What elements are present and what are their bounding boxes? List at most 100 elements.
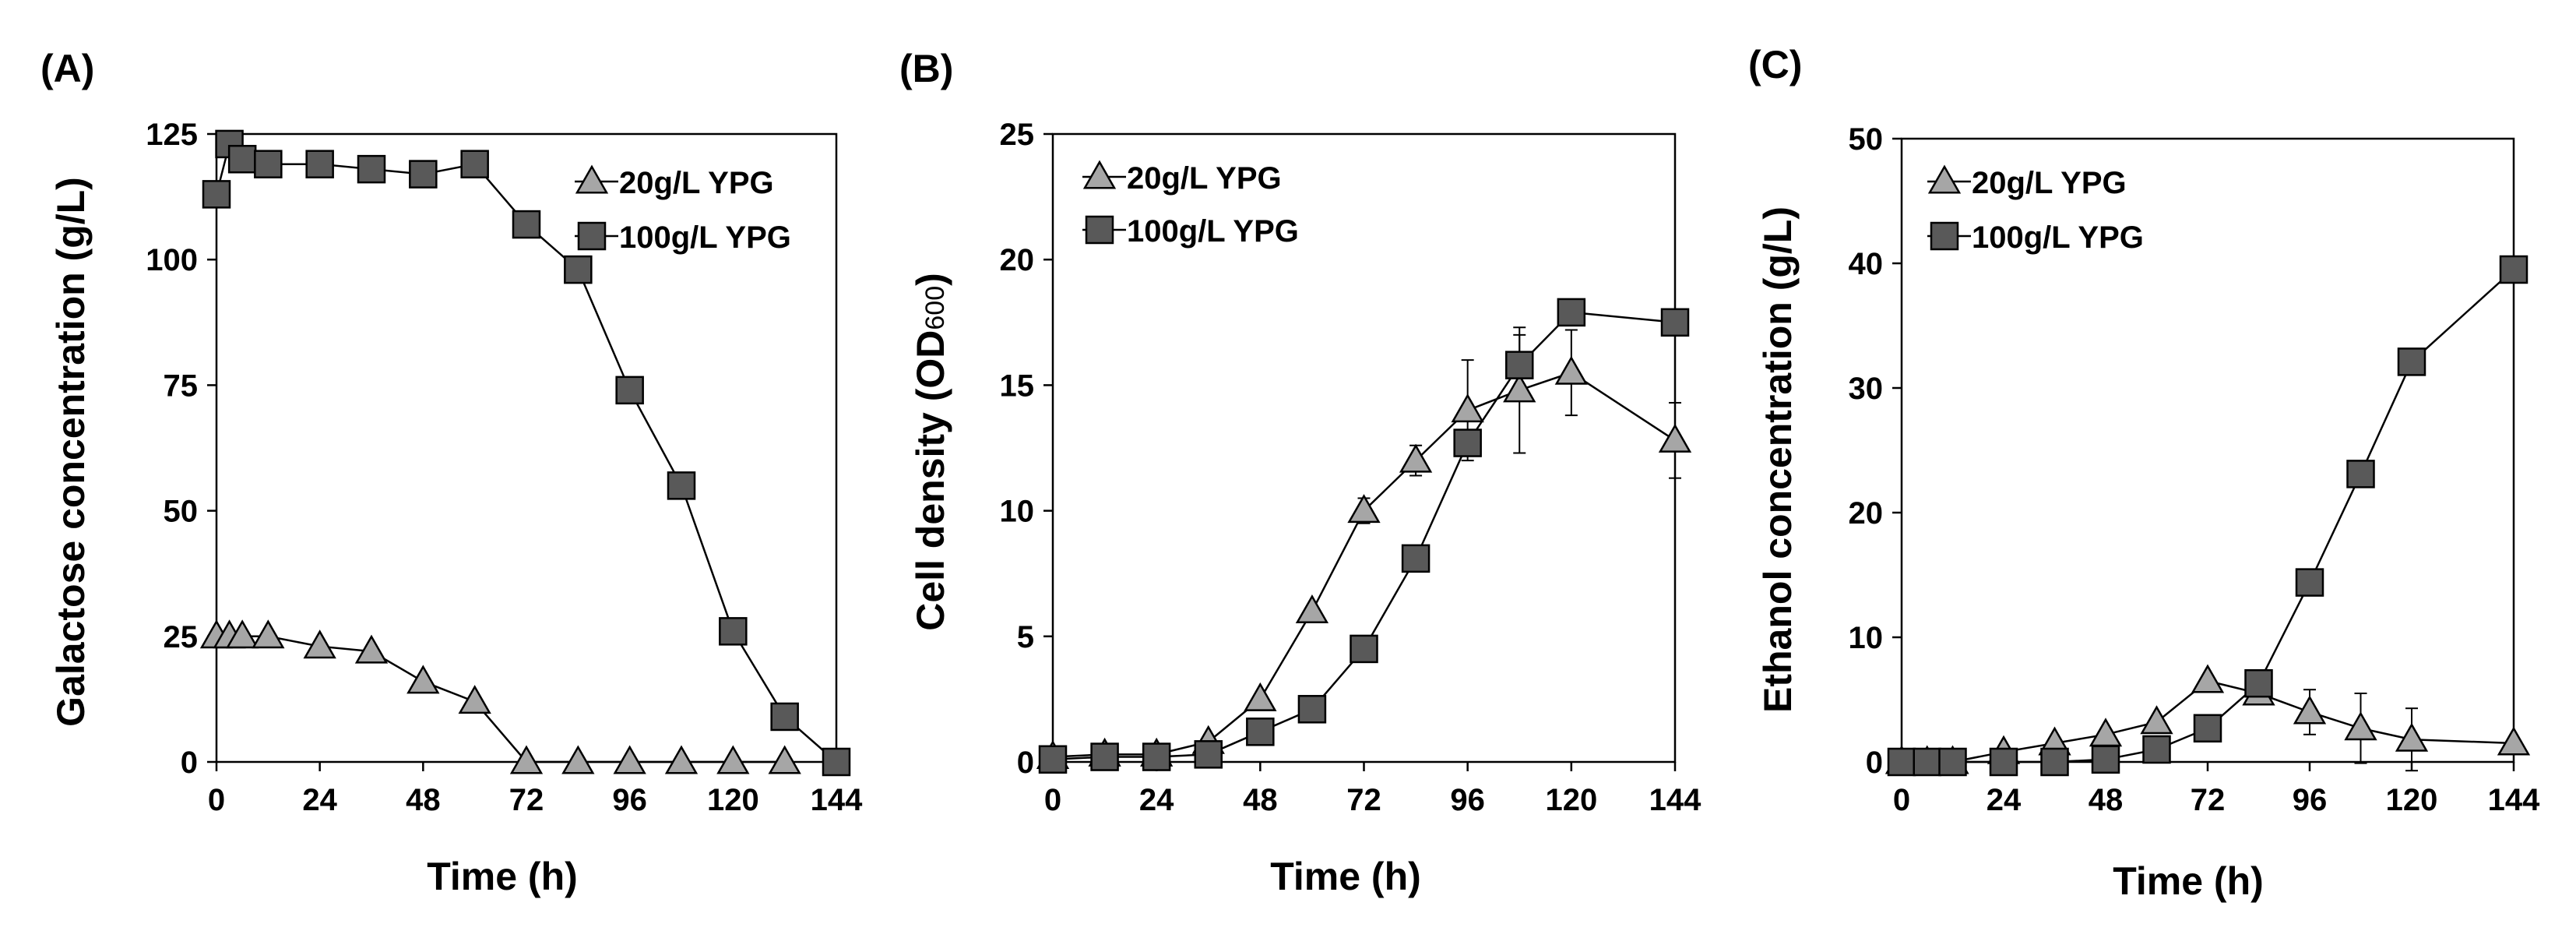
x-tick-label: 144 — [2488, 783, 2540, 817]
x-tick-label: 72 — [1346, 783, 1381, 817]
y-tick-label: 50 — [164, 495, 199, 529]
x-tick-label: 144 — [1649, 783, 1701, 817]
data-point-triangle — [2395, 722, 2429, 752]
data-point-square — [667, 471, 696, 500]
x-axis-title-b: Time (h) — [1270, 855, 1421, 898]
data-point-square — [1246, 718, 1275, 746]
legend-entry-triangle-b: 20g/L YPG — [1082, 160, 1282, 196]
data-point-square — [2346, 460, 2375, 488]
y-tick-label: 50 — [1849, 122, 1884, 157]
legend-marker-triangle — [1927, 164, 1962, 194]
data-point-triangle — [354, 634, 389, 664]
data-point-triangle — [613, 745, 646, 774]
axis-ticks-c: 0 24 48 72 96 120 144 0 10 20 30 40 50 — [1849, 122, 2541, 817]
data-point-triangle — [252, 619, 285, 649]
data-point-triangle — [768, 745, 801, 774]
data-point-square — [1142, 742, 1171, 771]
data-point-triangle — [664, 745, 699, 774]
panel-label-b: (B) — [899, 47, 953, 90]
data-point-triangle — [1451, 393, 1484, 423]
data-point-square — [564, 255, 593, 284]
data-point-square — [1989, 747, 2018, 777]
x-tick-label: 120 — [2386, 783, 2438, 817]
data-point-square — [1401, 544, 1431, 573]
data-point-square — [1938, 747, 1967, 777]
data-point-square — [2244, 668, 2273, 698]
y-axis-title-b-main: Cell density (OD — [909, 330, 952, 631]
data-point-square — [1297, 695, 1327, 724]
y-axis-title-b-end: ) — [909, 273, 952, 286]
y-tick-label: 0 — [181, 746, 198, 780]
x-tick-label: 120 — [1545, 783, 1597, 817]
legend-entry-triangle-a: 20g/L YPG — [575, 164, 774, 200]
data-point-square — [2193, 714, 2222, 743]
data-point-triangle — [2140, 705, 2173, 735]
y-axis-title-b-subscript: 600 — [920, 286, 950, 330]
y-tick-label: 25 — [164, 620, 199, 654]
legend-marker-triangle — [575, 164, 609, 194]
y-tick-label: 75 — [164, 368, 199, 403]
x-tick-label: 48 — [1243, 783, 1278, 817]
data-point-triangle — [2191, 664, 2225, 693]
data-point-square — [1505, 351, 1534, 379]
legend-b: 20g/L YPG 100g/L YPG — [1082, 160, 1299, 249]
x-tick-label: 48 — [406, 783, 441, 817]
data-point-triangle — [716, 745, 750, 774]
chart-panel-a: (A) Galactose concentration (g/L) Time (… — [40, 47, 863, 898]
legend-label-triangle-b: 20g/L YPG — [1127, 161, 1282, 196]
axis-ticks-a: 0 24 48 72 96 120 144 0 25 50 75 100 125 — [146, 118, 863, 817]
data-point-square — [1090, 742, 1119, 771]
x-tick-label: 24 — [1139, 783, 1174, 817]
legend-label-triangle-c: 20g/L YPG — [1972, 166, 2127, 200]
data-point-triangle — [1295, 594, 1329, 624]
legend-entry-square-a: 100g/L YPG — [575, 220, 791, 255]
panel-label-a: (A) — [40, 47, 94, 90]
y-tick-label: 15 — [1000, 368, 1035, 403]
y-tick-label: 0 — [1017, 746, 1034, 780]
y-tick-label: 20 — [1849, 496, 1884, 531]
data-point-triangle — [226, 619, 259, 649]
legend-marker-square — [577, 221, 607, 251]
legend-marker-square — [1085, 215, 1114, 245]
data-point-square — [2040, 747, 2069, 777]
data-point-triangle — [509, 745, 544, 774]
x-tick-label: 120 — [707, 783, 759, 817]
x-tick-label: 0 — [1044, 783, 1061, 817]
data-point-triangle — [2293, 695, 2327, 725]
y-axis-title-b: Cell density (OD600) — [909, 273, 952, 631]
chart-panel-b: (B) Cell density (OD600) Time (h) 0 24 48 7… — [899, 47, 1701, 898]
data-point-square — [2142, 735, 2171, 764]
legend-c: 20g/L YPG 100g/L YPG — [1927, 164, 2144, 255]
legend-entry-square-c: 100g/L YPG — [1927, 220, 2144, 255]
x-tick-label: 48 — [2089, 783, 2124, 817]
data-point-square — [2397, 347, 2426, 376]
legend-a: 20g/L YPG 100g/L YPG — [575, 164, 791, 255]
data-point-square — [460, 150, 489, 178]
legend-marker-square — [1930, 221, 1959, 251]
x-tick-label: 144 — [811, 783, 863, 817]
x-axis-title-a: Time (h) — [427, 855, 578, 898]
data-point-triangle — [303, 629, 336, 659]
data-point-square — [1453, 428, 1482, 457]
legend-label-square-a: 100g/L YPG — [619, 220, 791, 255]
x-tick-label: 0 — [1893, 783, 1910, 817]
legend-marker-triangle — [1082, 160, 1117, 189]
data-point-square — [719, 617, 748, 646]
data-point-square — [1887, 747, 1916, 777]
data-point-square — [2091, 745, 2120, 774]
x-tick-label: 72 — [2191, 783, 2226, 817]
data-point-square — [822, 747, 851, 777]
data-point-square — [1557, 298, 1586, 327]
x-tick-label: 96 — [2293, 783, 2328, 817]
y-tick-label: 5 — [1017, 620, 1034, 654]
y-axis-title-c: Ethanol concentration (g/L) — [1756, 206, 1800, 713]
data-point-square — [2499, 255, 2528, 284]
x-tick-label: 0 — [208, 783, 225, 817]
y-tick-label: 30 — [1849, 372, 1884, 406]
data-point-square — [305, 150, 334, 178]
y-tick-label: 10 — [1000, 495, 1035, 529]
data-point-square — [770, 702, 799, 732]
x-tick-label: 72 — [509, 783, 544, 817]
data-point-triangle — [2344, 711, 2377, 741]
